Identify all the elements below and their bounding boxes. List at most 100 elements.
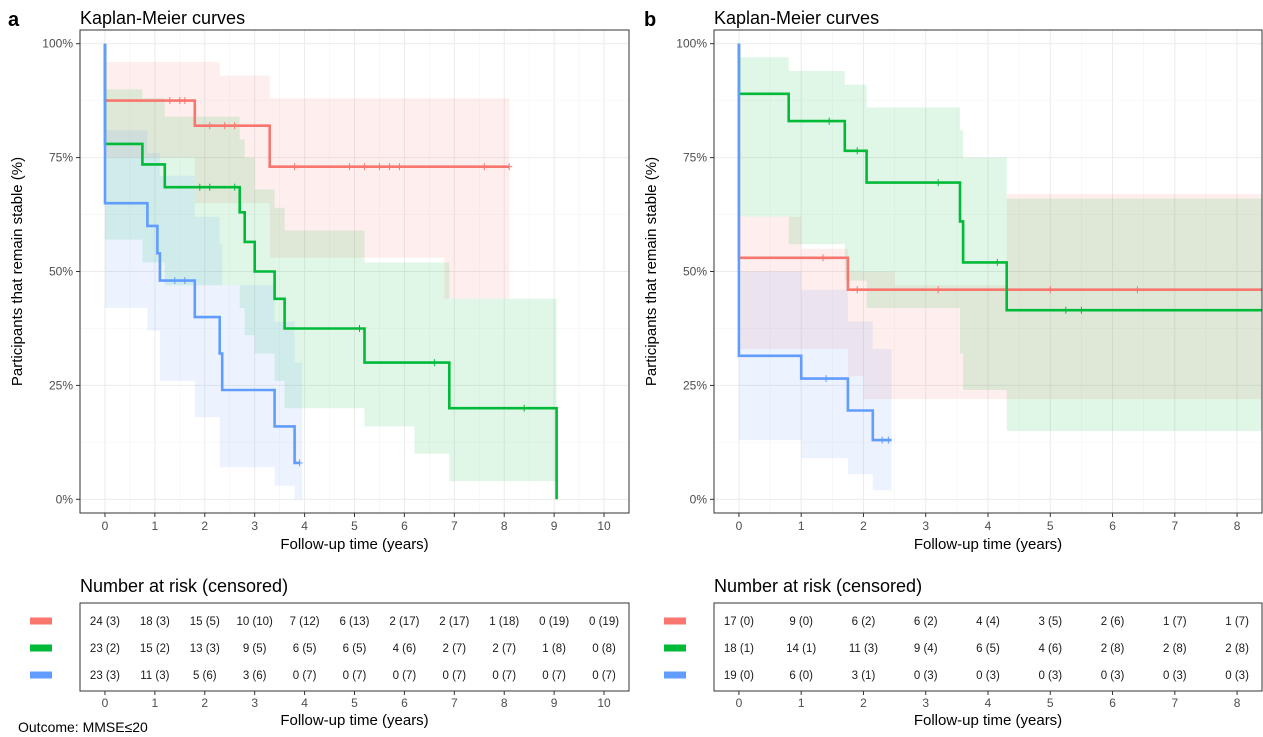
risk-cell: 3 (6) (243, 670, 267, 682)
risk-x-tick-label: 0 (736, 696, 743, 710)
risk-cell: 13 (3) (190, 643, 220, 655)
risk-cell: 23 (3) (90, 670, 120, 682)
risk-cell: 15 (2) (140, 643, 170, 655)
risk-cell: 1 (18) (489, 616, 519, 628)
risk-x-tick-label: 8 (1234, 696, 1241, 710)
risk-x-tick-label: 7 (451, 696, 458, 710)
y-tick-label: 75% (49, 151, 73, 165)
y-tick-label: 50% (683, 265, 707, 279)
risk-cell: 6 (5) (976, 643, 1000, 655)
risk-x-tick-label: 0 (102, 696, 109, 710)
risk-cell: 1 (7) (1163, 616, 1187, 628)
risk-table-title: Number at risk (censored) (80, 576, 288, 596)
risk-cell: 2 (8) (1101, 643, 1125, 655)
risk-cell: 24 (3) (90, 616, 120, 628)
risk-cell: 1 (7) (1225, 616, 1249, 628)
risk-x-tick-label: 1 (152, 696, 159, 710)
risk-cell: 5 (6) (193, 670, 217, 682)
risk-cell: 0 (3) (1163, 670, 1187, 682)
risk-cell: 0 (7) (293, 670, 317, 682)
risk-cell: 23 (2) (90, 643, 120, 655)
y-tick-label: 100% (676, 37, 707, 51)
risk-cell: 11 (3) (140, 670, 169, 682)
grid (714, 30, 1262, 513)
risk-x-tick-label: 4 (985, 696, 992, 710)
risk-legend-swatch-blue (664, 671, 686, 679)
risk-x-tick-label: 2 (860, 696, 867, 710)
risk-cell: 0 (7) (492, 670, 516, 682)
risk-cell: 18 (3) (140, 616, 170, 628)
risk-x-tick-label: 2 (201, 696, 208, 710)
risk-x-tick-label: 8 (501, 696, 508, 710)
risk-x-tick-label: 5 (351, 696, 358, 710)
risk-cell: 3 (5) (1038, 616, 1062, 628)
x-tick-label: 5 (1047, 519, 1054, 533)
km-line-green (103, 43, 558, 500)
x-tick-label: 5 (351, 519, 358, 533)
x-tick-label: 4 (985, 519, 992, 533)
x-tick-label: 7 (1171, 519, 1178, 533)
y-tick-label: 25% (683, 378, 707, 392)
risk-cell: 9 (5) (243, 643, 267, 655)
risk-cell: 0 (3) (914, 670, 938, 682)
risk-cell: 4 (6) (1038, 643, 1062, 655)
x-tick-label: 8 (1234, 519, 1241, 533)
risk-cell: 4 (4) (976, 616, 1000, 628)
x-axis-title: Follow-up time (years) (914, 536, 1062, 553)
risk-cell: 9 (4) (914, 643, 938, 655)
risk-cell: 19 (0) (724, 670, 754, 682)
risk-cell: 2 (8) (1225, 643, 1249, 655)
x-tick-label: 0 (102, 519, 109, 533)
x-tick-label: 7 (451, 519, 458, 533)
risk-cell: 2 (8) (1163, 643, 1187, 655)
y-tick-label: 25% (49, 378, 73, 392)
risk-cell: 0 (3) (976, 670, 1000, 682)
x-tick-label: 8 (501, 519, 508, 533)
x-tick-label: 3 (251, 519, 258, 533)
risk-cell: 1 (8) (542, 643, 566, 655)
risk-x-tick-label: 6 (401, 696, 408, 710)
risk-x-tick-label: 7 (1171, 696, 1178, 710)
panel-letter: b (644, 9, 656, 31)
risk-legend-swatch-green (664, 644, 686, 652)
x-tick-label: 6 (401, 519, 408, 533)
risk-cell: 7 (12) (290, 616, 320, 628)
x-tick-label: 0 (736, 519, 743, 533)
ci-bands (105, 61, 557, 500)
footnote: Outcome: MMSE≤20 (18, 719, 148, 735)
chart-title: Kaplan-Meier curves (80, 8, 245, 28)
risk-cell: 6 (5) (293, 643, 317, 655)
ci-band-blue (105, 130, 303, 500)
x-tick-label: 4 (301, 519, 308, 533)
y-tick-label: 100% (42, 37, 73, 51)
risk-cell: 0 (19) (539, 616, 569, 628)
chart-title: Kaplan-Meier curves (714, 8, 879, 28)
risk-x-axis-title: Follow-up time (years) (280, 712, 428, 729)
risk-legend-swatch-blue (30, 671, 52, 679)
risk-cell: 0 (8) (592, 643, 616, 655)
risk-legend-swatch-red (30, 617, 52, 625)
panel-letter: a (8, 9, 20, 31)
km-line-blue (103, 43, 300, 465)
risk-table-title: Number at risk (censored) (714, 576, 922, 596)
risk-cell: 2 (17) (389, 616, 419, 628)
risk-cell: 6 (2) (914, 616, 938, 628)
risk-x-tick-label: 4 (301, 696, 308, 710)
x-tick-label: 10 (597, 519, 611, 533)
ci-band-red (738, 194, 1262, 400)
risk-legend-swatch-green (30, 644, 52, 652)
risk-cell: 14 (1) (786, 643, 816, 655)
y-tick-label: 0% (690, 492, 708, 506)
risk-x-axis-title: Follow-up time (years) (914, 712, 1062, 729)
x-tick-label: 1 (798, 519, 805, 533)
risk-cell: 2 (17) (439, 616, 469, 628)
risk-cell: 6 (13) (339, 616, 369, 628)
risk-cell: 0 (7) (393, 670, 417, 682)
risk-cell: 0 (3) (1038, 670, 1062, 682)
x-axis-title: Follow-up time (years) (280, 536, 428, 553)
risk-cell: 9 (0) (789, 616, 813, 628)
risk-cell: 0 (7) (442, 670, 466, 682)
x-tick-label: 9 (551, 519, 558, 533)
